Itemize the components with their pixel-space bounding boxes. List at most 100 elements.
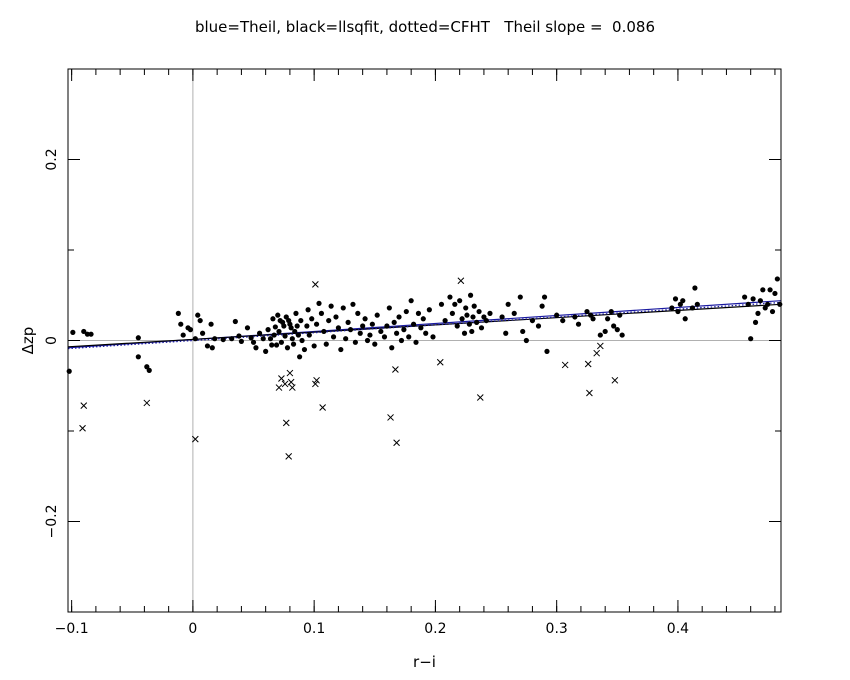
point-filled: [541, 294, 548, 300]
point-filled: [386, 305, 392, 311]
point-filled: [584, 308, 590, 315]
point-filled: [175, 310, 181, 316]
point-x-marker: [80, 402, 88, 410]
point-x-marker: [288, 384, 296, 391]
point-filled: [178, 321, 184, 327]
point-filled: [517, 294, 523, 300]
point-filled: [367, 332, 373, 338]
point-filled: [767, 287, 773, 293]
point-filled: [394, 330, 400, 336]
point-filled: [398, 337, 405, 344]
point-filled: [474, 319, 480, 325]
point-filled: [318, 310, 325, 316]
point-filled: [306, 332, 312, 338]
point-filled: [384, 323, 390, 329]
point-x-marker: [393, 439, 400, 447]
point-x-marker: [285, 452, 293, 460]
point-filled: [605, 316, 611, 322]
point-filled: [689, 305, 696, 311]
point-filled: [135, 354, 141, 360]
point-filled: [401, 327, 407, 333]
point-filled: [381, 334, 388, 340]
point-filled: [438, 301, 445, 307]
point-filled: [745, 301, 751, 307]
point-filled: [271, 332, 277, 338]
point-x-marker: [143, 399, 151, 407]
point-filled: [253, 345, 259, 351]
point-filled: [330, 334, 337, 340]
point-filled: [197, 317, 203, 324]
point-filled: [457, 298, 463, 304]
chart-title: blue=Theil, black=llsqfit, dotted=CFHT T…: [194, 18, 656, 36]
point-filled: [617, 312, 623, 318]
point-filled: [426, 307, 432, 313]
point-filled: [316, 300, 322, 306]
point-filled: [278, 339, 285, 345]
point-filled: [396, 314, 402, 320]
point-filled: [511, 310, 517, 316]
point-filled: [209, 345, 215, 351]
point-filled: [187, 327, 194, 333]
y-axis-label: Δzp: [19, 327, 37, 355]
point-filled: [343, 336, 349, 342]
x-tick-label: 0.4: [667, 621, 689, 637]
point-filled: [454, 323, 460, 329]
point-filled: [442, 317, 448, 324]
point-x-marker: [387, 414, 394, 421]
point-filled: [449, 310, 455, 316]
point-filled: [146, 367, 152, 373]
x-tick-label: 0.1: [303, 621, 325, 637]
point-filled: [281, 323, 287, 329]
axis-ticks: [68, 68, 781, 613]
point-filled: [292, 328, 298, 335]
point-filled: [772, 290, 778, 297]
point-filled: [575, 321, 582, 327]
point-x-marker: [586, 389, 593, 397]
point-filled: [276, 328, 282, 335]
point-filled: [413, 339, 419, 345]
point-filled: [420, 316, 426, 322]
point-filled: [290, 341, 297, 347]
point-filled: [311, 343, 317, 349]
point-x-marker: [476, 394, 484, 401]
x-tick-label: −0.1: [55, 621, 89, 637]
point-filled: [195, 312, 201, 318]
point-filled: [467, 292, 474, 298]
point-filled: [529, 317, 536, 324]
point-filled: [199, 330, 206, 336]
point-filled: [335, 325, 342, 331]
point-filled: [391, 319, 397, 325]
point-x-marker: [79, 424, 86, 432]
point-filled: [299, 337, 305, 344]
point-filled: [305, 307, 311, 313]
point-filled: [328, 303, 334, 309]
point-filled: [560, 317, 566, 324]
point-x-marker: [281, 380, 289, 388]
point-filled: [535, 323, 542, 329]
point-filled: [212, 336, 218, 342]
point-filled: [282, 333, 288, 339]
tick-labels: −0.1 0 0.1 0.2 0.3 0.4 −0.2 0 0.2: [44, 148, 689, 637]
point-filled: [389, 345, 395, 351]
point-filled: [362, 316, 368, 322]
point-filled: [777, 301, 783, 307]
point-filled: [289, 336, 295, 342]
point-filled: [238, 338, 244, 345]
point-filled: [326, 317, 332, 324]
point-filled: [750, 296, 756, 302]
point-filled: [288, 325, 294, 331]
point-filled: [466, 321, 472, 327]
point-filled: [204, 343, 211, 349]
data-points: [66, 276, 783, 460]
point-x-marker: [457, 277, 465, 285]
point-filled: [135, 335, 141, 341]
point-filled: [229, 336, 235, 342]
point-filled: [447, 294, 453, 300]
point-filled: [301, 346, 308, 353]
point-filled: [347, 327, 354, 333]
point-filled: [265, 327, 271, 333]
point-filled: [192, 336, 198, 342]
point-filled: [415, 310, 422, 316]
point-filled: [742, 294, 748, 300]
point-filled: [244, 325, 251, 331]
